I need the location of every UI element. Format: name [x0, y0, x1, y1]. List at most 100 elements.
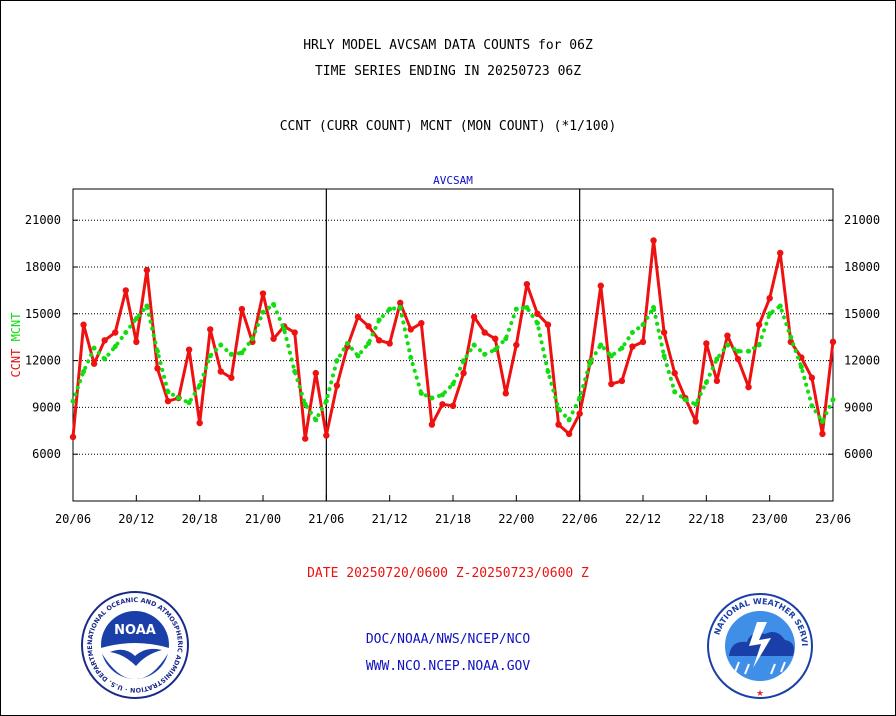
x-tick-label: 20/18: [182, 512, 218, 526]
data-point-mcnt: [102, 356, 108, 362]
x-tick-label: 23/00: [752, 512, 788, 526]
data-point-ccnt: [629, 343, 636, 350]
data-point-ccnt: [713, 377, 721, 385]
data-point-mcnt: [334, 358, 340, 364]
data-point-mcnt: [629, 330, 635, 336]
data-point-ccnt: [502, 390, 509, 397]
data-point-ccnt: [523, 280, 531, 288]
data-point-ccnt: [808, 374, 816, 381]
data-point-mcnt: [619, 345, 625, 351]
x-tick-label: 22/12: [625, 512, 661, 526]
y-axis-label-ccnt: CCNT: [9, 349, 23, 378]
data-point-ccnt: [112, 329, 119, 336]
data-point-mcnt: [249, 336, 255, 342]
data-point-ccnt: [671, 369, 678, 377]
data-point-mcnt: [651, 305, 657, 311]
nws-logo-icon: NATIONAL WEATHER SERVICE ★: [705, 592, 813, 699]
data-point-mcnt: [197, 383, 203, 389]
data-point-mcnt: [714, 356, 720, 362]
data-point-mcnt: [366, 340, 372, 346]
data-point-mcnt: [154, 348, 160, 354]
data-point-ccnt: [766, 295, 773, 302]
data-point-ccnt: [207, 326, 214, 333]
data-point-ccnt: [185, 346, 193, 353]
data-point-mcnt: [323, 398, 329, 404]
y-tick-label-left: 9000: [32, 400, 61, 414]
data-point-mcnt: [418, 390, 424, 396]
data-point-mcnt: [471, 342, 477, 348]
data-point-ccnt: [386, 340, 393, 347]
data-point-mcnt: [397, 305, 403, 311]
data-point-mcnt: [819, 418, 825, 424]
data-point-mcnt: [598, 342, 604, 348]
data-point-mcnt: [292, 369, 298, 375]
data-point-mcnt: [545, 369, 551, 375]
data-point-ccnt: [460, 369, 467, 377]
data-point-mcnt: [608, 353, 614, 359]
data-point-ccnt: [80, 321, 87, 328]
data-point-mcnt: [640, 322, 646, 328]
data-point-mcnt: [313, 417, 319, 423]
x-tick-label: 22/18: [688, 512, 724, 526]
data-point-ccnt: [449, 402, 457, 410]
data-point-mcnt: [408, 354, 414, 360]
data-point-mcnt: [260, 309, 266, 315]
y-axis-label-gap: [9, 341, 23, 348]
data-point-mcnt: [70, 398, 76, 404]
noaa-logo-icon: NATIONAL OCEANIC AND ATMOSPHERIC ADMINIS…: [80, 590, 189, 699]
data-point-mcnt: [492, 347, 498, 353]
data-point-ccnt: [270, 335, 277, 342]
data-point-mcnt: [123, 330, 129, 336]
data-point-mcnt: [144, 303, 150, 309]
data-point-ccnt: [555, 421, 562, 428]
data-point-mcnt: [461, 358, 467, 364]
y-tick-label-right: 21000: [844, 213, 880, 227]
y-axis-label-mcnt: MCNT: [9, 312, 23, 341]
x-tick-label: 20/06: [55, 512, 91, 526]
data-point-mcnt: [830, 397, 836, 403]
data-point-ccnt: [534, 310, 541, 317]
chart-title-line1: HRLY MODEL AVCSAM DATA COUNTS for 06Z: [303, 38, 593, 53]
data-point-mcnt: [165, 389, 171, 395]
data-point-mcnt: [534, 320, 540, 326]
data-point-mcnt: [556, 406, 562, 412]
data-point-mcnt: [767, 311, 773, 317]
data-point-mcnt: [218, 342, 224, 348]
data-point-mcnt: [809, 403, 815, 409]
data-point-ccnt: [217, 368, 224, 375]
x-tick-label: 22/06: [562, 512, 598, 526]
x-tick-label: 20/12: [118, 512, 154, 526]
data-point-mcnt: [746, 348, 752, 354]
data-point-mcnt: [228, 351, 234, 357]
data-point-mcnt: [429, 395, 435, 401]
x-tick-label: 22/00: [498, 512, 534, 526]
x-tick-label: 21/06: [308, 512, 344, 526]
svg-text:★: ★: [756, 689, 764, 699]
y-tick-label-left: 12000: [25, 354, 61, 368]
data-point-ccnt: [133, 338, 140, 346]
chart-title-line2: TIME SERIES ENDING IN 20250723 06Z: [314, 64, 582, 79]
data-point-ccnt: [164, 397, 172, 405]
data-point-ccnt: [777, 249, 784, 257]
y-tick-label-right: 15000: [844, 307, 880, 321]
data-point-mcnt: [450, 381, 456, 387]
data-point-ccnt: [228, 374, 235, 381]
data-point-ccnt: [660, 329, 668, 336]
data-point-ccnt: [259, 290, 267, 297]
data-point-ccnt: [302, 435, 309, 442]
chart-subtitle: CCNT (CURR COUNT) MCNT (MON COUNT) (*1/1…: [279, 119, 617, 134]
data-point-mcnt: [302, 401, 308, 407]
data-point-mcnt: [724, 342, 730, 348]
data-point-mcnt: [355, 353, 361, 359]
plot-label: AVCSAM: [433, 174, 473, 187]
data-point-ccnt: [608, 380, 615, 388]
y-tick-label-left: 6000: [32, 447, 61, 461]
data-point-ccnt: [692, 418, 699, 425]
y-tick-label-right: 18000: [844, 260, 880, 274]
data-point-mcnt: [777, 303, 783, 309]
x-tick-label: 21/00: [245, 512, 281, 526]
date-range-label: DATE 20250720/0600 Z-20250723/0600 Z: [307, 566, 589, 581]
y-tick-label-right: 12000: [844, 354, 880, 368]
data-point-mcnt: [344, 340, 350, 346]
y-tick-label-left: 21000: [25, 213, 61, 227]
